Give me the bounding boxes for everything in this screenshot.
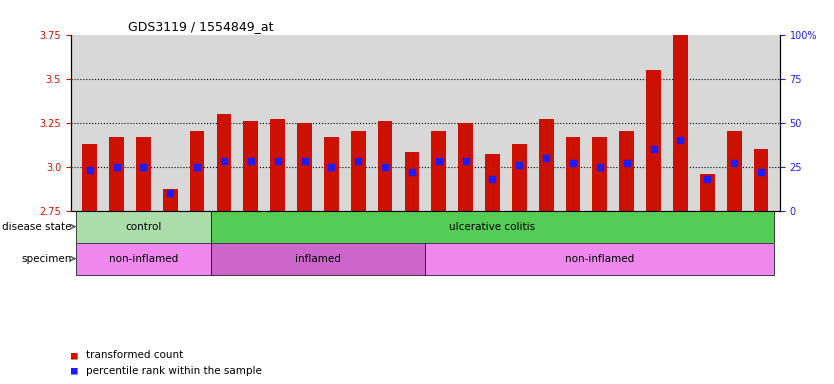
- Point: [110, 164, 123, 170]
- Point: [566, 160, 580, 166]
- Text: control: control: [125, 222, 162, 232]
- Text: inflamed: inflamed: [295, 253, 341, 263]
- Text: specimen: specimen: [21, 253, 75, 263]
- Bar: [83, 144, 97, 210]
- Bar: [270, 119, 285, 210]
- Bar: [404, 152, 420, 210]
- Point: [701, 176, 714, 182]
- Text: ■: ■: [71, 350, 84, 360]
- Bar: [592, 137, 607, 210]
- Point: [432, 158, 445, 164]
- Bar: [700, 174, 715, 210]
- Bar: [351, 131, 365, 210]
- Bar: [217, 114, 231, 210]
- Point: [727, 160, 741, 166]
- Text: disease state: disease state: [2, 222, 75, 232]
- Point: [647, 146, 661, 152]
- Point: [190, 164, 203, 170]
- Point: [244, 158, 258, 164]
- Point: [352, 158, 365, 164]
- Bar: [109, 137, 124, 210]
- Point: [163, 190, 177, 196]
- Bar: [485, 154, 500, 210]
- Bar: [324, 137, 339, 210]
- Bar: [754, 149, 768, 210]
- Point: [271, 158, 284, 164]
- Bar: [244, 121, 259, 210]
- Bar: [76, 210, 210, 243]
- Point: [593, 164, 606, 170]
- Text: non-inflamed: non-inflamed: [108, 253, 178, 263]
- Text: transformed count: transformed count: [86, 350, 183, 360]
- Bar: [458, 122, 473, 210]
- Point: [485, 176, 499, 182]
- Bar: [673, 17, 688, 210]
- Bar: [136, 137, 151, 210]
- Point: [754, 169, 767, 175]
- Point: [324, 164, 338, 170]
- Point: [298, 158, 311, 164]
- Bar: [539, 119, 554, 210]
- Point: [620, 160, 633, 166]
- Point: [459, 158, 472, 164]
- Point: [405, 169, 419, 175]
- Bar: [425, 243, 775, 275]
- Text: non-inflamed: non-inflamed: [565, 253, 635, 263]
- Text: ■: ■: [71, 366, 84, 376]
- Bar: [431, 131, 446, 210]
- Bar: [620, 131, 634, 210]
- Bar: [726, 131, 741, 210]
- Point: [513, 162, 526, 168]
- Bar: [378, 121, 393, 210]
- Bar: [565, 137, 580, 210]
- Bar: [646, 70, 661, 210]
- Bar: [210, 243, 425, 275]
- Point: [137, 164, 150, 170]
- Bar: [189, 131, 204, 210]
- Text: ulcerative colitis: ulcerative colitis: [450, 222, 535, 232]
- Bar: [297, 122, 312, 210]
- Text: percentile rank within the sample: percentile rank within the sample: [86, 366, 262, 376]
- Point: [540, 155, 553, 161]
- Point: [218, 158, 231, 164]
- Point: [674, 137, 687, 143]
- Point: [83, 167, 97, 173]
- Bar: [210, 210, 775, 243]
- Bar: [76, 243, 210, 275]
- Text: GDS3119 / 1554849_at: GDS3119 / 1554849_at: [128, 20, 273, 33]
- Bar: [512, 144, 527, 210]
- Bar: [163, 189, 178, 210]
- Point: [379, 164, 392, 170]
